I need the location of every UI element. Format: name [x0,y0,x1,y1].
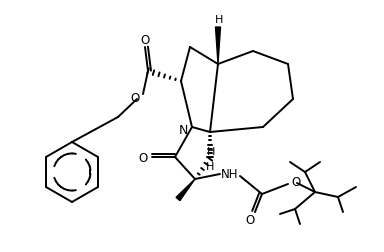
Text: O: O [291,176,301,189]
Text: H: H [215,15,223,25]
Polygon shape [215,28,220,65]
Text: O: O [245,214,255,227]
Text: N: N [178,123,188,136]
Text: H: H [206,161,214,171]
Text: H: H [207,146,215,156]
Text: O: O [138,151,147,164]
Text: NH: NH [221,167,239,180]
Text: O: O [141,33,150,46]
Polygon shape [176,179,195,201]
Text: O: O [131,91,140,104]
